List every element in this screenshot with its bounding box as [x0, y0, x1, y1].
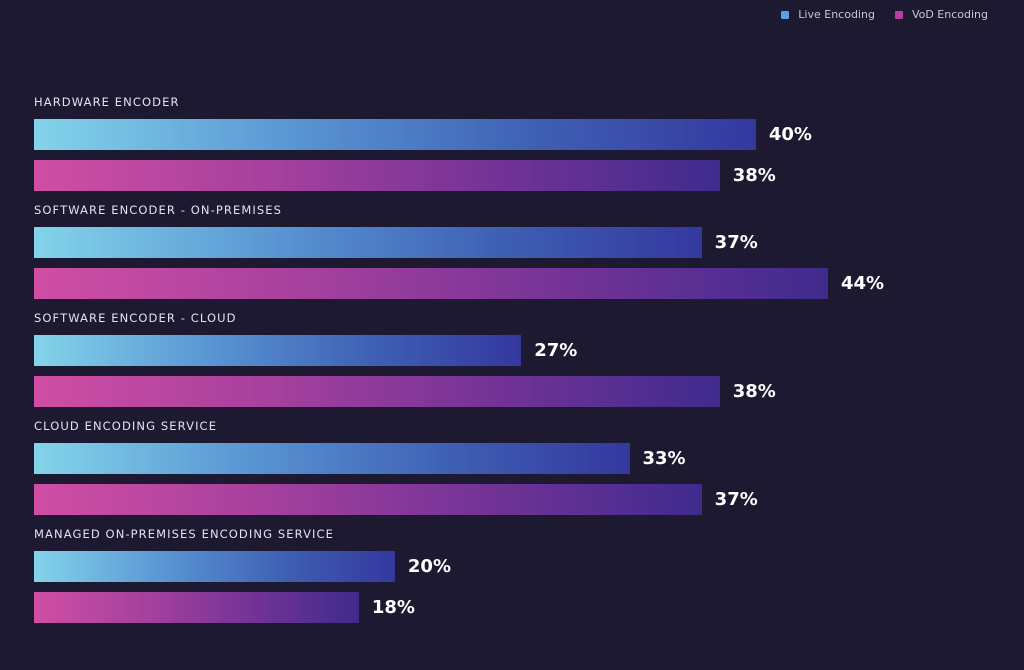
value-label-vod: 38% — [732, 381, 776, 402]
legend-swatch-vod — [894, 10, 903, 19]
bar-vod — [34, 592, 359, 623]
bar-vod — [34, 160, 720, 191]
legend-label-live: Live Encoding — [798, 8, 875, 21]
bar-vod — [34, 376, 720, 407]
category-label: HARDWARE ENCODER — [34, 95, 180, 109]
category-label: MANAGED ON-PREMISES ENCODING SERVICE — [34, 527, 335, 541]
value-label-live: 20% — [407, 556, 451, 577]
bar-vod — [34, 268, 828, 299]
category-label: SOFTWARE ENCODER - CLOUD — [34, 311, 237, 325]
value-label-live: 37% — [714, 232, 758, 253]
category-label: SOFTWARE ENCODER - ON-PREMISES — [34, 203, 283, 217]
category-label: CLOUD ENCODING SERVICE — [34, 419, 218, 433]
bar-live — [34, 443, 630, 474]
bar-live — [34, 227, 702, 258]
bar-live — [34, 551, 395, 582]
value-label-live: 33% — [642, 448, 686, 469]
value-label-live: 40% — [768, 124, 812, 145]
bar-live — [34, 335, 522, 366]
legend-label-vod: VoD Encoding — [911, 8, 988, 21]
legend: Live Encoding VoD Encoding — [781, 8, 988, 21]
value-label-vod: 18% — [371, 597, 415, 618]
value-label-vod: 38% — [732, 165, 776, 186]
legend-item-vod: VoD Encoding — [894, 8, 988, 21]
value-label-live: 27% — [534, 340, 578, 361]
value-label-vod: 37% — [714, 489, 758, 510]
value-label-vod: 44% — [841, 273, 885, 294]
legend-item-live: Live Encoding — [781, 8, 875, 21]
bar-vod — [34, 484, 702, 515]
legend-swatch-live — [781, 10, 790, 19]
bar-live — [34, 119, 756, 150]
